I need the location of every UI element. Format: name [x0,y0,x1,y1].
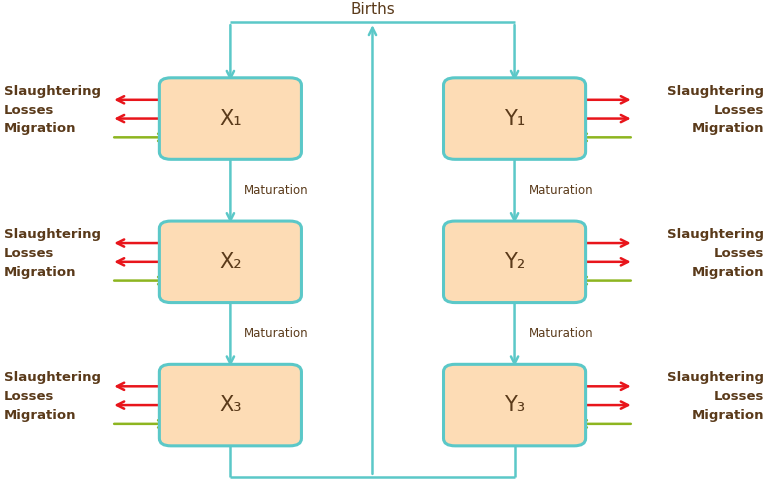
FancyBboxPatch shape [443,78,585,159]
FancyBboxPatch shape [159,365,301,446]
Text: Migration: Migration [4,123,76,135]
Text: Y₁: Y₁ [504,109,525,128]
Text: Migration: Migration [4,266,76,279]
Text: X₂: X₂ [219,252,242,272]
Text: Migration: Migration [4,409,76,422]
Text: X₁: X₁ [219,109,242,128]
Text: Slaughtering: Slaughtering [4,85,101,98]
Text: Y₂: Y₂ [504,252,525,272]
Text: Losses: Losses [713,247,764,260]
Text: Slaughtering: Slaughtering [667,85,764,98]
FancyBboxPatch shape [159,78,301,159]
Text: Maturation: Maturation [528,327,593,340]
Text: Losses: Losses [4,390,55,403]
Text: Losses: Losses [713,390,764,403]
Text: Maturation: Maturation [244,184,309,197]
Text: Slaughtering: Slaughtering [4,228,101,241]
Text: Maturation: Maturation [244,327,309,340]
FancyBboxPatch shape [159,221,301,302]
Text: Migration: Migration [692,409,764,422]
FancyBboxPatch shape [443,365,585,446]
Text: Slaughtering: Slaughtering [4,371,101,384]
Text: Maturation: Maturation [528,184,593,197]
Text: Y₃: Y₃ [504,395,525,415]
FancyBboxPatch shape [443,221,585,302]
Text: Slaughtering: Slaughtering [667,228,764,241]
Text: X₃: X₃ [219,395,242,415]
Text: Migration: Migration [692,266,764,279]
Text: Losses: Losses [713,104,764,117]
Text: Losses: Losses [4,247,55,260]
Text: Migration: Migration [692,123,764,135]
Text: Losses: Losses [4,104,55,117]
Text: Births: Births [350,2,395,17]
Text: Slaughtering: Slaughtering [667,371,764,384]
